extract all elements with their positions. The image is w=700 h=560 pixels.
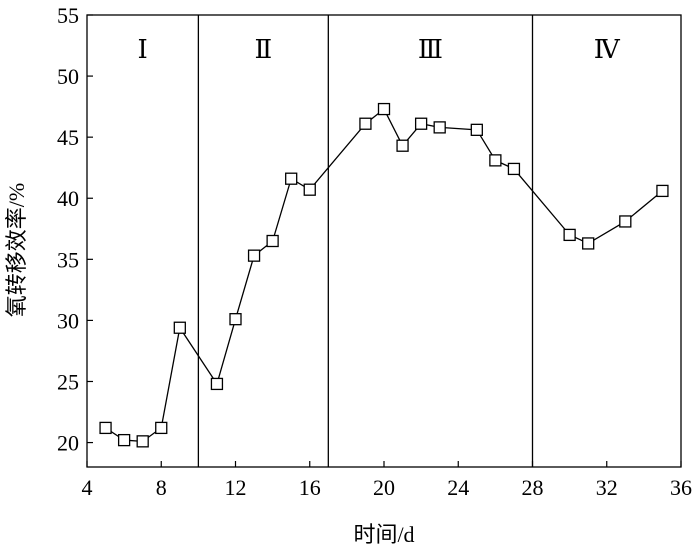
y-tick-label: 50 — [57, 64, 79, 89]
data-point — [656, 184, 669, 198]
data-point — [359, 117, 372, 130]
x-tick-label: 32 — [596, 475, 618, 500]
data-point — [303, 183, 316, 196]
x-tick-label: 24 — [447, 475, 469, 500]
data-point — [266, 234, 279, 248]
y-tick-label: 20 — [57, 431, 79, 456]
data-point — [285, 172, 298, 185]
data-point — [210, 377, 224, 391]
y-tick-label: 35 — [57, 247, 79, 272]
x-tick-label: 12 — [225, 475, 247, 500]
x-tick-label: 20 — [373, 475, 395, 500]
data-point — [117, 433, 131, 447]
y-axis-label: 氧转移效率/% — [4, 183, 29, 317]
data-point — [136, 435, 149, 448]
data-point — [433, 121, 446, 134]
data-point — [582, 237, 595, 250]
data-point — [229, 313, 242, 326]
data-point — [507, 162, 521, 176]
data-line — [105, 108, 663, 443]
x-axis-label: 时间/d — [353, 522, 414, 547]
data-point — [247, 249, 261, 262]
y-tick-label: 40 — [57, 186, 79, 211]
y-tick-label: 45 — [57, 125, 79, 150]
data-point — [489, 154, 502, 167]
data-point — [563, 228, 576, 242]
phase-label: Ⅲ — [418, 35, 443, 64]
phase-label: Ⅰ — [138, 35, 148, 64]
x-tick-label: 4 — [82, 475, 93, 500]
data-point — [173, 321, 186, 334]
y-tick-label: 55 — [57, 3, 79, 28]
phase-label: Ⅱ — [255, 35, 273, 64]
data-point — [396, 139, 409, 152]
data-point — [99, 421, 112, 435]
x-tick-label: 36 — [670, 475, 692, 500]
data-point — [155, 421, 168, 435]
y-tick-label: 25 — [57, 369, 79, 394]
data-point — [470, 123, 483, 136]
x-tick-label: 16 — [299, 475, 321, 500]
x-tick-label: 28 — [522, 475, 544, 500]
data-point — [414, 117, 428, 130]
data-point — [377, 102, 391, 116]
phase-label: Ⅳ — [594, 35, 621, 64]
y-tick-label: 30 — [57, 308, 79, 333]
data-point — [619, 215, 632, 228]
x-tick-label: 8 — [156, 475, 167, 500]
